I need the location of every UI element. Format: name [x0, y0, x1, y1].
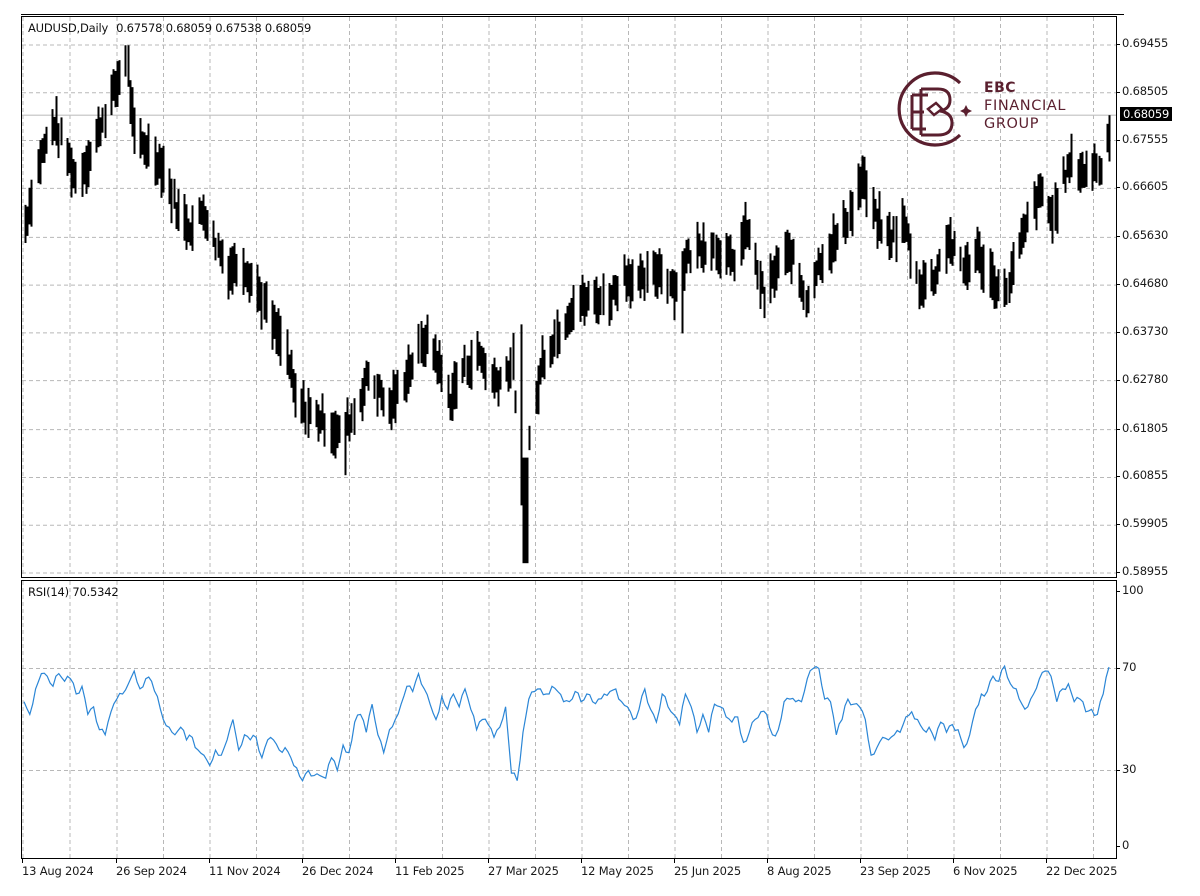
time-tick: [209, 858, 210, 863]
price-axis-label: 0.61805: [1122, 420, 1169, 435]
price-tick: [1116, 476, 1120, 478]
price-axis-label: 0.66605: [1122, 179, 1169, 194]
price-tick: [1116, 524, 1120, 526]
price-tick: [1116, 139, 1120, 141]
time-axis-label: 11 Nov 2024: [209, 864, 281, 878]
price-tick: [1116, 236, 1120, 238]
price-axis-label: 0.59905: [1122, 516, 1169, 531]
rsi-tick: [1116, 769, 1120, 771]
ebc-emblem-icon: [897, 71, 972, 147]
time-axis-label: 6 Nov 2025: [953, 864, 1018, 878]
logo-line-1: EBC: [984, 80, 1017, 96]
ebc-logo: EBC FINANCIAL GROUP: [888, 67, 1088, 151]
price-axis-label: 0.65630: [1122, 228, 1169, 243]
price-axis-label: 0.67555: [1122, 131, 1169, 146]
symbol-timeframe: AUDUSD,Daily: [28, 21, 109, 35]
rsi-tick: [1116, 846, 1120, 847]
time-axis-label: 23 Sep 2025: [860, 864, 931, 878]
chart-header: AUDUSD,Daily 0.67578 0.68059 0.67538 0.68…: [28, 21, 311, 35]
time-tick: [395, 858, 396, 863]
rsi-axis-label: 30: [1122, 761, 1137, 776]
price-axis-label: 0.58955: [1122, 564, 1169, 578]
time-tick: [674, 858, 675, 863]
time-tick: [488, 858, 489, 863]
time-axis-label: 26 Sep 2024: [116, 864, 187, 878]
price-tick: [1116, 379, 1120, 381]
rsi-label: RSI(14) 70.5342: [28, 585, 119, 599]
time-axis-label: 26 Dec 2024: [302, 864, 374, 878]
price-pane[interactable]: AUDUSD,Daily 0.67578 0.68059 0.67538 0.68…: [21, 16, 1117, 578]
rsi-pane[interactable]: RSI(14) 70.5342: [21, 580, 1117, 859]
time-tick: [767, 858, 768, 863]
price-tick: [1116, 428, 1120, 430]
rsi-axis-label: 0: [1122, 838, 1130, 852]
top-border: [21, 14, 1124, 15]
price-tick: [1116, 187, 1120, 189]
logo-text: EBC FINANCIAL GROUP: [984, 79, 1066, 133]
price-tick: [1116, 284, 1120, 286]
price-axis-label: 0.69455: [1122, 36, 1169, 50]
time-tick: [953, 858, 954, 863]
time-tick: [116, 858, 117, 863]
rsi-chart-svg: [22, 581, 1116, 858]
ohlc-values: 0.67578 0.68059 0.67538 0.68059: [116, 21, 312, 35]
time-axis-label: 11 Feb 2025: [395, 864, 465, 878]
time-axis-label: 13 Aug 2024: [22, 864, 94, 878]
rsi-axis-label: 100: [1122, 583, 1144, 597]
time-axis-label: 12 May 2025: [581, 864, 654, 878]
time-axis-label: 22 Dec 2025: [1046, 864, 1118, 878]
price-axis-label: 0.62780: [1122, 371, 1169, 386]
logo-line-3: GROUP: [984, 116, 1040, 132]
price-tick: [1116, 331, 1120, 333]
current-price-tag: 0.68059: [1120, 107, 1173, 122]
rsi-axis-label: 70: [1122, 659, 1137, 674]
time-tick: [581, 858, 582, 863]
price-axis-label: 0.64680: [1122, 276, 1169, 291]
time-tick: [302, 858, 303, 863]
price-axis-label: 0.60855: [1122, 468, 1169, 483]
logo-line-2: FINANCIAL: [984, 98, 1067, 114]
time-axis-label: 25 Jun 2025: [674, 864, 741, 878]
time-axis-label: 27 Mar 2025: [488, 864, 559, 878]
price-chart-svg: [22, 17, 1116, 577]
price-axis-label: 0.68505: [1122, 83, 1169, 98]
price-axis-label: 0.63730: [1122, 323, 1169, 338]
rsi-tick: [1116, 667, 1120, 669]
time-tick: [1046, 858, 1047, 863]
time-axis-label: 8 Aug 2025: [767, 864, 832, 878]
price-tick: [1116, 91, 1120, 93]
time-tick: [860, 858, 861, 863]
rsi-tick: [1116, 591, 1120, 592]
time-tick: [22, 858, 23, 863]
price-tick: [1116, 44, 1120, 45]
price-tick: [1116, 572, 1120, 573]
